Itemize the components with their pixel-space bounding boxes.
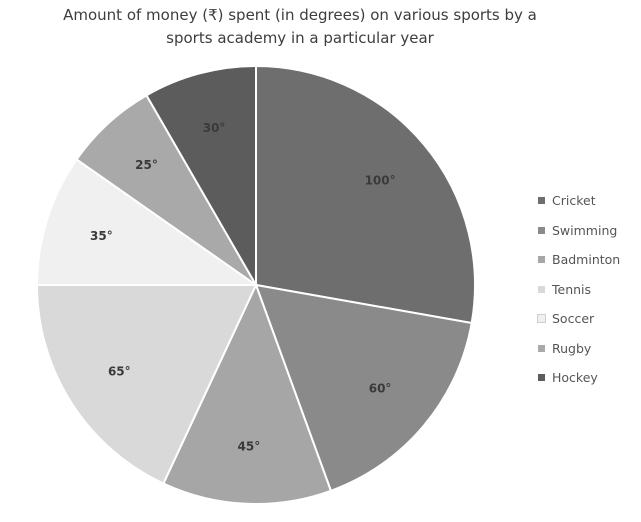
pie-slice-badminton <box>162 282 333 505</box>
pie-slice-soccer <box>35 157 260 286</box>
legend-swatch <box>538 374 545 382</box>
legend-swatch <box>538 226 545 234</box>
legend-item-cricket: Cricket <box>538 186 620 216</box>
slice-label-soccer: 35° <box>90 229 113 243</box>
pie-slice-tennis <box>35 284 258 485</box>
pie-slice-cricket <box>255 64 476 325</box>
pie-slice-swimming <box>254 283 473 493</box>
legend-item-rugby: Rugby <box>538 334 620 364</box>
legend-swatch <box>538 344 545 352</box>
chart-title-line-1: Amount of money (₹) spent (in degrees) o… <box>63 6 537 24</box>
legend-label: Tennis <box>552 281 592 297</box>
legend-item-badminton: Badminton <box>538 245 620 275</box>
legend-label: Rugby <box>552 340 592 356</box>
slice-label-tennis: 65° <box>108 365 131 379</box>
legend-item-hockey: Hockey <box>538 363 620 393</box>
legend-label: Swimming <box>552 222 618 238</box>
legend-item-swimming: Swimming <box>538 216 620 246</box>
legend-swatch <box>538 197 545 205</box>
legend-swatch <box>537 314 546 324</box>
legend-label: Soccer <box>552 311 595 327</box>
chart-legend: Cricket Swimming Badminton Tennis Soccer Rugb… <box>537 186 620 393</box>
legend-swatch <box>538 256 545 264</box>
legend-swatch <box>538 285 545 293</box>
chart-title: Amount of money (₹) spent (in degrees) o… <box>0 4 600 50</box>
pie-slice-hockey <box>145 64 257 289</box>
legend-item-soccer: Soccer <box>537 304 620 334</box>
legend-label: Cricket <box>552 193 596 209</box>
slice-label-hockey: 30° <box>203 121 226 135</box>
slice-label-badminton: 45° <box>238 439 261 453</box>
chart-title-line-2: sports academy in a particular year <box>166 29 434 47</box>
legend-label: Badminton <box>552 252 621 268</box>
slice-label-swimming: 60° <box>369 382 392 396</box>
slice-label-cricket: 100° <box>365 173 396 187</box>
legend-item-tennis: Tennis <box>538 275 620 305</box>
slice-label-rugby: 25° <box>135 158 158 172</box>
legend-label: Hockey <box>552 370 598 386</box>
